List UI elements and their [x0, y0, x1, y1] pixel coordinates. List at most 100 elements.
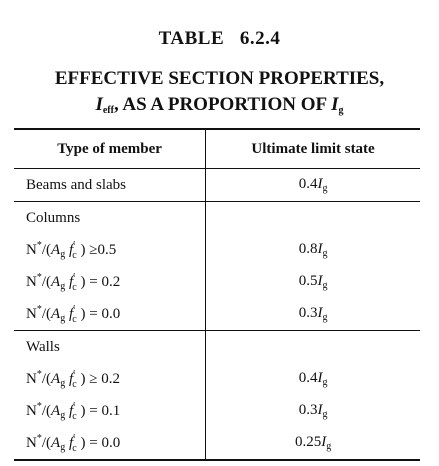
text-part: I	[317, 402, 323, 418]
text-part: 0.4	[298, 176, 318, 192]
text-part: g	[60, 280, 66, 292]
table-row: N*/(Ag f′c ) = 0.0 0.25Ig	[14, 427, 420, 460]
text-part: /(	[41, 241, 52, 258]
text-part: *	[36, 432, 42, 444]
text-part: ) ≥0.5	[76, 241, 117, 258]
member-cell: N*/(Ag f′c ) = 0.0	[14, 427, 206, 460]
text-part: Columns	[26, 209, 81, 226]
text-part: /(	[41, 273, 52, 290]
text-part: g	[322, 377, 328, 388]
row-group: Beams and slabs 0.4Ig	[14, 168, 420, 202]
text-part: g	[326, 441, 332, 452]
text-part: c	[72, 281, 77, 293]
text-part: *	[36, 239, 42, 251]
value-cell: 0.5Ig	[205, 266, 420, 298]
text-part: 0.5	[298, 273, 318, 289]
text-part: N	[26, 241, 37, 258]
table-row: Beams and slabs 0.4Ig	[14, 168, 420, 202]
member-cell: N*/(Ag f′c ) = 0.2	[14, 266, 206, 298]
text-part: f	[68, 402, 74, 419]
text-part: g	[60, 248, 66, 260]
member-cell: N*/(Ag f′c ) ≥ 0.2	[14, 363, 206, 395]
text-part: EFFECTIVE SECTION PROPERTIES,	[54, 68, 385, 89]
member-cell: Beams and slabs	[14, 169, 206, 202]
text-part: c	[72, 249, 77, 261]
value-cell	[205, 201, 420, 234]
table-row: Columns	[14, 201, 420, 235]
text-part: ′	[73, 368, 76, 380]
value-cell: 0.8Ig	[205, 234, 420, 266]
text-part: N	[26, 434, 37, 451]
value-cell: 0.4Ig	[205, 168, 420, 202]
text-part: g	[322, 183, 328, 194]
text-part: N	[26, 402, 37, 419]
text-part: g	[322, 409, 328, 420]
text-part: N	[26, 305, 37, 322]
member-cell: N*/(Ag f′c ) = 0.1	[14, 395, 206, 427]
text-part: I	[95, 94, 103, 115]
table: Type of member Ultimate limit state Beam…	[14, 128, 420, 461]
value-cell: 0.3Ig	[205, 395, 420, 427]
text-part: I	[317, 305, 323, 321]
text-part: *	[36, 400, 42, 412]
value-cell: 0.4Ig	[205, 363, 420, 395]
text-part: 0.25	[294, 434, 322, 450]
text-part: I	[321, 434, 327, 450]
text-part: /(	[41, 305, 52, 322]
text-part: /(	[41, 370, 52, 387]
member-cell: Walls	[14, 331, 206, 364]
text-part: f	[68, 434, 74, 451]
text-part: A	[51, 305, 61, 322]
text-part: g	[322, 312, 328, 323]
text-part: A	[51, 241, 61, 258]
row-group: Columns N*/(Ag f′c ) ≥0.5 0.8Ig N*/(Ag f′c …	[14, 201, 420, 331]
text-part: I	[317, 273, 323, 289]
text-part: c	[72, 442, 77, 454]
text-part: ′	[73, 303, 76, 315]
text-part: 0.8	[298, 241, 318, 257]
value-cell	[205, 330, 420, 363]
row-group: Walls N*/(Ag f′c ) ≥ 0.2 0.4Ig N*/(Ag f′c )…	[14, 330, 420, 460]
member-cell: Columns	[14, 202, 206, 235]
text-part: g	[60, 377, 66, 389]
text-part: Beams and slabs	[26, 176, 126, 193]
table-row: N*/(Ag f′c ) = 0.1 0.3Ig	[14, 395, 420, 427]
text-part: ) = 0.1	[76, 402, 121, 419]
text-part: /(	[41, 434, 52, 451]
text-part: 0.3	[298, 402, 318, 418]
text-part: ′	[73, 271, 76, 283]
text-part: I	[331, 94, 339, 115]
text-part: g	[338, 105, 344, 116]
text-part: ) ≥ 0.2	[76, 370, 120, 387]
text-part: c	[72, 313, 77, 325]
text-part: A	[51, 402, 61, 419]
text-part: A	[51, 434, 61, 451]
member-cell: N*/(Ag f′c ) = 0.0	[14, 298, 206, 331]
text-part: ) = 0.0	[76, 434, 121, 451]
text-part: I	[317, 176, 323, 192]
text-part: , AS A PROPORTION OF	[113, 94, 332, 115]
text-part: f	[68, 305, 74, 322]
text-part: *	[36, 271, 42, 283]
subtitle-line: Ieff, AS A PROPORTION OF Ig	[0, 92, 439, 124]
text-part: ) = 0.0	[76, 305, 121, 322]
text-part: c	[72, 378, 77, 390]
title: TABLE 6.2.4	[158, 28, 281, 49]
text-part: A	[51, 370, 61, 387]
text-part: /(	[41, 402, 52, 419]
table-row: N*/(Ag f′c ) ≥0.5 0.8Ig	[14, 234, 420, 266]
table-row: Walls	[14, 330, 420, 364]
text-part: g	[322, 248, 328, 259]
table-row: N*/(Ag f′c ) = 0.2 0.5Ig	[14, 266, 420, 298]
text-part: g	[60, 312, 66, 324]
text-part: c	[72, 410, 77, 422]
text-part: I	[317, 241, 323, 257]
text-part: ′	[73, 239, 76, 251]
table-row: N*/(Ag f′c ) = 0.0 0.3Ig	[14, 298, 420, 331]
value-cell: 0.25Ig	[205, 427, 420, 460]
subtitle: EFFECTIVE SECTION PROPERTIES, Ieff, AS A …	[0, 66, 439, 124]
text-part: N	[26, 370, 37, 387]
table-header: Type of member Ultimate limit state	[14, 129, 420, 169]
text-part: ′	[73, 432, 76, 444]
